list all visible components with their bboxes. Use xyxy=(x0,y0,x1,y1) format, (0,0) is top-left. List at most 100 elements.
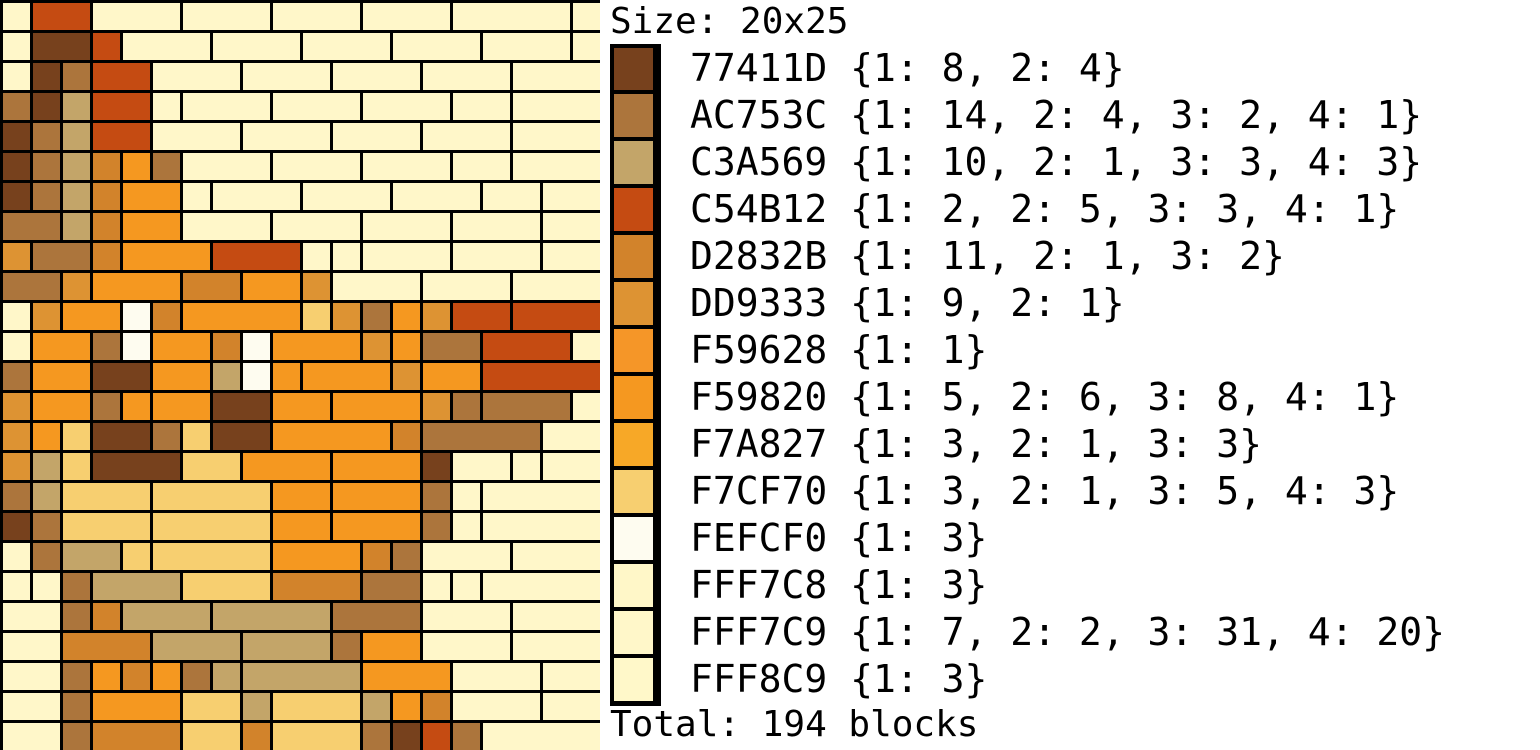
mosaic-brick xyxy=(570,390,600,423)
mosaic-brick xyxy=(420,360,483,393)
mosaic-brick xyxy=(0,30,33,63)
mosaic-brick xyxy=(570,0,600,33)
legend-entry-text: AC753C {1: 14, 2: 4, 3: 2, 4: 1} xyxy=(690,93,1423,137)
mosaic-brick xyxy=(180,690,243,723)
mosaic-brick xyxy=(0,720,63,750)
mosaic-brick xyxy=(360,690,393,723)
mosaic-brick xyxy=(210,420,273,453)
mosaic-brick xyxy=(30,30,93,63)
legend-entry-text: C54B12 {1: 2, 2: 5, 3: 3, 4: 1} xyxy=(690,187,1400,231)
mosaic-brick xyxy=(90,210,123,243)
mosaic-brick xyxy=(270,480,333,513)
mosaic-brick xyxy=(510,90,600,123)
mosaic-brick xyxy=(60,540,123,573)
mosaic-brick xyxy=(60,270,93,303)
mosaic-brick xyxy=(270,90,363,123)
mosaic-brick xyxy=(180,270,243,303)
mosaic-brick xyxy=(210,330,243,363)
mosaic-brick xyxy=(60,180,93,213)
legend-row: C3A569 {1: 10, 2: 1, 3: 3, 4: 3} xyxy=(610,139,1540,186)
mosaic-brick xyxy=(150,540,273,573)
mosaic-brick xyxy=(420,450,453,483)
mosaic-brick xyxy=(210,660,243,693)
legend-swatch xyxy=(610,280,657,327)
mosaic-brick xyxy=(0,120,33,153)
legend-entry-text: F7CF70 {1: 3, 2: 1, 3: 5, 4: 3} xyxy=(690,469,1400,513)
mosaic-brick xyxy=(300,240,333,273)
mosaic-brick xyxy=(540,690,600,723)
mosaic-brick xyxy=(360,540,393,573)
mosaic-brick xyxy=(0,450,33,483)
mosaic-brick xyxy=(480,570,600,603)
mosaic-brick xyxy=(360,570,423,603)
mosaic-brick xyxy=(150,360,213,393)
mosaic-brick xyxy=(570,330,600,363)
mosaic-brick xyxy=(0,330,33,363)
mosaic-brick xyxy=(90,570,183,603)
legend-row: F59820 {1: 5, 2: 6, 3: 8, 4: 1} xyxy=(610,374,1540,421)
mosaic-brick xyxy=(0,510,33,543)
mosaic-brick xyxy=(510,630,600,663)
mosaic-brick xyxy=(240,660,363,693)
mosaic-brick xyxy=(150,330,213,363)
mosaic-brick xyxy=(0,660,63,693)
mosaic-brick xyxy=(450,0,573,33)
mosaic-brick xyxy=(0,180,33,213)
mosaic-brick xyxy=(510,600,600,633)
mosaic-brick xyxy=(330,600,423,633)
mosaic-brick xyxy=(270,360,303,393)
mosaic-brick xyxy=(0,360,33,393)
mosaic-brick xyxy=(0,540,33,573)
mosaic-brick xyxy=(420,570,453,603)
mosaic-brick xyxy=(420,480,453,513)
legend-entry-text: FFF7C9 {1: 7, 2: 2, 3: 31, 4: 20} xyxy=(690,610,1445,654)
mosaic-brick xyxy=(30,480,63,513)
mosaic-brick xyxy=(450,300,513,333)
mosaic-brick xyxy=(450,480,483,513)
mosaic-brick xyxy=(210,180,303,213)
legend-swatch xyxy=(610,468,657,515)
mosaic-brick xyxy=(180,90,273,123)
legend-row: FFF7C8 {1: 3} xyxy=(610,562,1540,609)
mosaic-brick xyxy=(60,300,123,333)
mosaic-brick xyxy=(0,60,33,93)
mosaic-brick xyxy=(360,330,393,363)
mosaic-brick xyxy=(150,90,183,123)
mosaic-brick xyxy=(390,360,423,393)
legend-row: F7A827 {1: 3, 2: 1, 3: 3} xyxy=(610,421,1540,468)
mosaic-brick xyxy=(0,210,63,243)
mosaic-brick xyxy=(240,690,273,723)
mosaic-brick xyxy=(420,60,513,93)
mosaic-brick xyxy=(0,480,33,513)
mosaic-brick xyxy=(210,240,303,273)
mosaic-brick xyxy=(0,0,33,33)
mosaic-brick xyxy=(420,720,453,750)
mosaic-brick xyxy=(360,630,423,663)
mosaic-brick xyxy=(240,360,273,393)
mosaic-brick xyxy=(510,300,600,333)
total-label: Total: 194 blocks xyxy=(610,704,979,745)
mosaic-brick xyxy=(60,210,93,243)
legend-row: FFF7C9 {1: 7, 2: 2, 3: 31, 4: 20} xyxy=(610,609,1540,656)
mosaic-brick xyxy=(120,300,153,333)
mosaic-brick xyxy=(30,180,63,213)
legend-entry-text: F59628 {1: 1} xyxy=(690,328,988,372)
mosaic-brick xyxy=(420,600,513,633)
mosaic-brick xyxy=(90,30,123,63)
legend-row: DD9333 {1: 9, 2: 1} xyxy=(610,280,1540,327)
mosaic-brick xyxy=(30,0,93,33)
mosaic-brick xyxy=(420,630,513,663)
mosaic-brick xyxy=(60,60,93,93)
mosaic-brick xyxy=(90,330,123,363)
mosaic-brick xyxy=(390,540,423,573)
mosaic-brick xyxy=(330,630,363,663)
mosaic-brick xyxy=(360,210,453,243)
mosaic-brick xyxy=(30,540,63,573)
mosaic-brick xyxy=(330,450,423,483)
size-label: Size: 20x25 xyxy=(610,1,849,42)
legend-row: FFF8C9 {1: 3} xyxy=(610,656,1540,703)
mosaic-brick xyxy=(60,660,93,693)
mosaic-brick xyxy=(210,600,333,633)
mosaic-brick xyxy=(150,60,243,93)
mosaic-brick xyxy=(330,240,363,273)
